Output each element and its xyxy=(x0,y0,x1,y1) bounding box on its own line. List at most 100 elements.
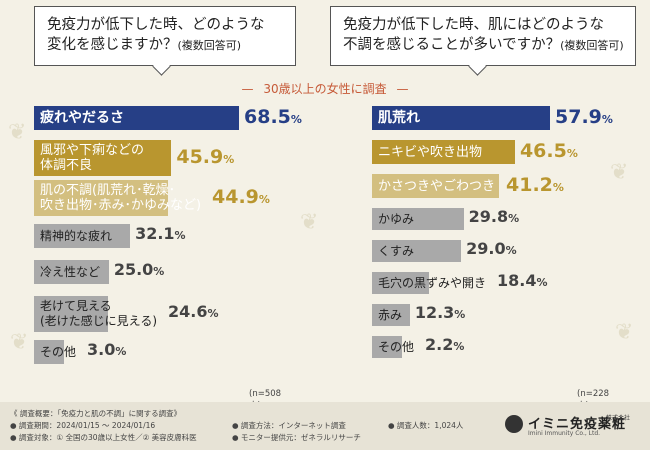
bar-value-number: 3.0 xyxy=(87,340,116,359)
bar-label: 疲れやだるさ xyxy=(34,106,130,130)
bar-value-unit: % xyxy=(508,212,520,225)
leaf-decoration-icon: ❦ xyxy=(610,160,629,185)
company-sub: Imini Immunity Co., Ltd. xyxy=(528,430,601,437)
bar-label-line: くすみ xyxy=(378,243,415,258)
bar-left-1 xyxy=(34,140,172,176)
bar-value: 41.2% xyxy=(506,174,564,196)
bar-value-unit: % xyxy=(223,153,235,166)
bar-value: 18.4% xyxy=(497,271,548,290)
question-left-line2: 変化を感じますか？ xyxy=(47,37,178,53)
bar-label-line: その他 xyxy=(378,339,415,354)
bar-label-line: 赤み xyxy=(378,307,403,322)
company-name: イミニ免疫薬粧 xyxy=(528,417,627,432)
bar-value: 45.9% xyxy=(176,146,234,168)
bar-value-unit: % xyxy=(601,113,613,126)
bar-left-2 xyxy=(34,180,169,216)
bar-label: 精神的な疲れ xyxy=(34,224,118,248)
bar-value-unit: % xyxy=(258,193,270,206)
bar-value-number: 2.2 xyxy=(425,335,454,354)
bar-right-1 xyxy=(372,140,515,164)
bar-right-6 xyxy=(372,304,410,326)
leaf-decoration-icon: ❦ xyxy=(8,120,27,145)
question-left-line1: 免疫力が低下した時、どのような xyxy=(47,17,265,33)
question-box-left: 免疫力が低下した時、どのような 変化を感じますか？(複数回答可) xyxy=(34,6,296,66)
bar-label: 肌の不調(肌荒れ･乾燥･ 吹き出物･赤み･かゆみなど) xyxy=(34,180,207,216)
bar-value-number: 44.9 xyxy=(212,186,259,208)
bar-value-unit: % xyxy=(115,345,127,358)
bar-value-number: 29.8 xyxy=(468,207,509,226)
bar-label-line: 精神的な疲れ xyxy=(40,228,113,243)
bar-label: その他 xyxy=(372,336,420,358)
bar-value-number: 18.4 xyxy=(497,271,537,290)
bar-value-unit: % xyxy=(454,308,466,321)
bar-label-line: 冷え性など xyxy=(40,264,101,279)
bar-value-number: 12.3 xyxy=(414,303,455,322)
bar-value: 3.0% xyxy=(87,340,126,359)
footer-method: ● 調査方法：インターネット調査 xyxy=(232,421,346,430)
bar-label-line: かゆみ xyxy=(378,211,415,226)
footer-period: ● 調査期間：2024/01/15 ～ 2024/01/16 xyxy=(10,421,156,430)
bar-label: 毛穴の黒ずみや開き xyxy=(372,272,492,294)
bar-value: 29.8% xyxy=(469,207,520,226)
bar-value-unit: % xyxy=(566,147,578,160)
bar-value-number: 41.2 xyxy=(506,174,553,196)
bar-right-7 xyxy=(372,336,402,358)
bar-value: 2.2% xyxy=(425,335,464,354)
bar-left-4 xyxy=(34,260,109,284)
bar-label-line: 毛穴の黒ずみや開き xyxy=(378,275,487,290)
footer-count: ● 調査人数：1,024人 xyxy=(388,421,464,430)
bar-label-line: 老けて見える xyxy=(40,299,112,313)
bar-label-line: 肌荒れ xyxy=(378,109,420,126)
footer-target: ● 調査対象：① 全国の30歳以上女性／② 美容皮膚科医 xyxy=(10,433,197,442)
bar-label-line: 体調不良 xyxy=(40,158,93,173)
bar-label-line: 疲れやだるさ xyxy=(40,109,124,126)
bar-value-unit: % xyxy=(153,265,165,278)
bar-value: 24.6% xyxy=(168,302,219,321)
survey-subtitle: — 30歳以上の女性に調査 — xyxy=(241,82,409,96)
bar-value: 46.5% xyxy=(520,140,578,162)
bar-left-5 xyxy=(34,296,108,332)
bar-value-number: 46.5 xyxy=(519,140,567,162)
bar-label-line: かさつきやごわつき xyxy=(378,178,496,194)
bar-value-number: 32.1 xyxy=(135,224,175,243)
question-box-right: 免疫力が低下した時、肌にはどのような 不調を感じることが多いですか？(複数回答可… xyxy=(330,6,636,66)
bar-value-number: 68.5 xyxy=(244,106,291,128)
bar-value-number: 45.9 xyxy=(176,146,224,168)
footer-overview: 《 調査概要：「免疫力と肌の不調」に関する調査》 xyxy=(10,409,182,418)
bar-value: 12.3% xyxy=(415,303,466,322)
bar-left-6 xyxy=(34,340,64,364)
bar-value: 44.9% xyxy=(212,186,270,208)
bar-value: 29.0% xyxy=(466,239,517,258)
bar-label: 風邪や下痢などの 体調不良 xyxy=(34,140,150,176)
bar-value-number: 25.0 xyxy=(113,260,154,279)
bar-value-unit: % xyxy=(536,276,548,289)
bar-label-line: 肌の不調(肌荒れ･乾燥･ xyxy=(40,183,176,198)
bar-label-line: その他 xyxy=(40,344,77,359)
question-left-sub: (複数回答可) xyxy=(177,39,242,52)
footer: 《 調査概要：「免疫力と肌の不調」に関する調査》 ● 調査期間：2024/01/… xyxy=(0,402,650,450)
bar-value-unit: % xyxy=(174,229,186,242)
bar-value-number: 24.6 xyxy=(168,302,208,321)
bar-right-5 xyxy=(372,272,429,294)
bar-right-4 xyxy=(372,240,462,262)
bar-value-number: 57.9 xyxy=(555,106,602,128)
bar-label-line: ニキビや吹き出物 xyxy=(378,144,483,160)
bar-value: 68.5% xyxy=(244,106,302,128)
bar-label-line: 吹き出物･赤み･かゆみなど) xyxy=(40,198,202,213)
bar-label-line: (老けた感じに見える) xyxy=(40,314,158,328)
question-right-line2: 不調を感じることが多いですか？ xyxy=(343,37,561,53)
leaf-decoration-icon: ❦ xyxy=(10,330,29,355)
bar-value-unit: % xyxy=(505,244,517,257)
bar-value-unit: % xyxy=(552,181,564,194)
bar-label: 肌荒れ xyxy=(372,106,426,130)
bar-label: くすみ xyxy=(372,240,420,262)
bar-value-unit: % xyxy=(453,340,465,353)
question-right-line1: 免疫力が低下した時、肌にはどのような xyxy=(343,17,604,33)
bar-label: 冷え性など xyxy=(34,260,106,284)
bar-value-unit: % xyxy=(290,113,302,126)
bar-right-2 xyxy=(372,174,499,198)
bar-value: 32.1% xyxy=(135,224,186,243)
bar-value: 57.9% xyxy=(555,106,613,128)
question-right-sub: (複数回答可) xyxy=(560,39,624,52)
bar-right-3 xyxy=(372,208,464,230)
